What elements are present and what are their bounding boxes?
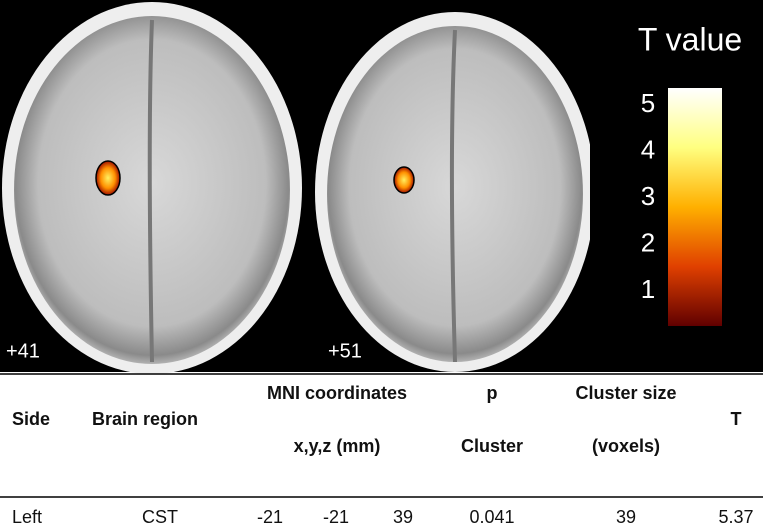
colorbar-tick-label: 1 <box>641 274 655 304</box>
header: Side <box>12 409 50 429</box>
colorbar-tick-label: 3 <box>641 181 655 211</box>
header: Cluster <box>461 436 523 456</box>
table-cell: 39 <box>616 507 636 527</box>
colorbar-tick-label: 2 <box>641 227 655 257</box>
colorbar-title: T value <box>638 21 742 57</box>
table-cell: 39 <box>393 507 413 527</box>
slice-label: +41 <box>6 340 40 362</box>
colorbar-tick-label: 5 <box>641 88 655 118</box>
table-cell: -21 <box>323 507 349 527</box>
header: MNI coordinates <box>267 383 407 403</box>
header: (voxels) <box>592 436 660 456</box>
header: p <box>487 383 498 403</box>
table-cell: 5.37 <box>718 507 753 527</box>
header: T <box>731 409 742 429</box>
brain-slice <box>315 12 595 372</box>
slice-label: +51 <box>328 340 362 362</box>
colorbar-tick-label: 4 <box>641 134 655 164</box>
table-cell: -21 <box>257 507 283 527</box>
header: Cluster size <box>575 383 676 403</box>
colorbar <box>668 88 722 326</box>
table-cell: 0.041 <box>469 507 514 527</box>
header: Brain region <box>92 409 198 429</box>
table-cell: CST <box>142 507 178 527</box>
header: x,y,z (mm) <box>294 436 381 456</box>
table-cell: Left <box>12 507 42 527</box>
brain-slice <box>2 2 302 374</box>
figure: +41 +51 T value 54321 Side Brain region … <box>0 0 763 529</box>
